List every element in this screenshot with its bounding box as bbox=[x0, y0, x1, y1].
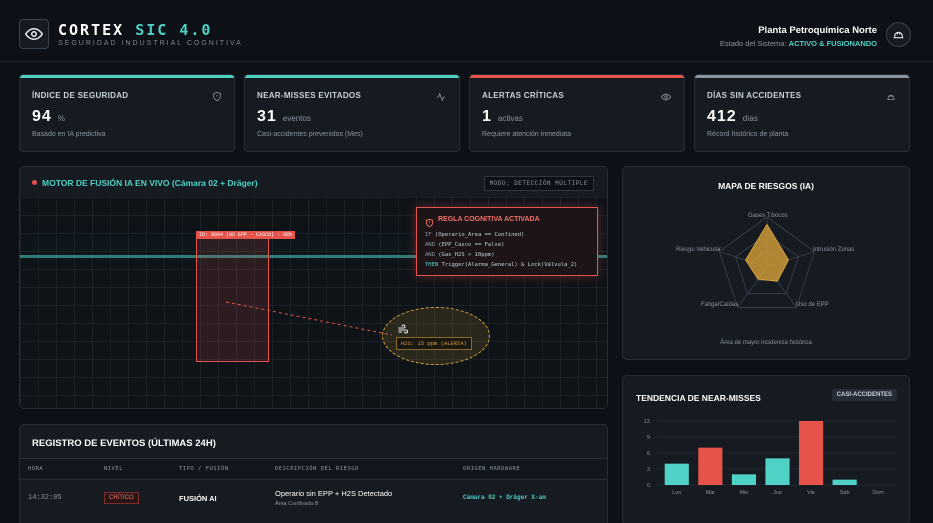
bar-mar[interactable] bbox=[698, 447, 723, 485]
live-indicator bbox=[32, 180, 37, 185]
app-header: CORTEX SIC 4.0 SEGURIDAD INDUSTRIAL COGN… bbox=[0, 0, 933, 62]
column-header: HORA bbox=[28, 466, 44, 472]
kpi-card-critical-alerts[interactable]: ALERTAS CRÍTICAS 1 activas Requiere atenc… bbox=[469, 74, 685, 152]
kpi-value: 31 eventos bbox=[257, 108, 311, 125]
kpi-subtitle: Requiere atención inmediata bbox=[482, 131, 572, 138]
scan-line bbox=[20, 255, 607, 258]
mode-badge[interactable]: MODO: DETECCIÓN MÚLTIPLE bbox=[483, 176, 594, 191]
hardhat-icon bbox=[885, 89, 897, 107]
kpi-title: DÍAS SIN ACCIDENTES bbox=[707, 91, 802, 100]
bar-vie[interactable] bbox=[798, 421, 824, 485]
detection-label: ID: 0884 (NO EPP - CASCO) - 98% bbox=[196, 231, 296, 239]
radar-grid bbox=[735, 233, 799, 295]
rule-title: REGLA COGNITIVA ACTIVADA bbox=[438, 216, 540, 223]
event-type: FUSIÓN AI bbox=[179, 494, 217, 503]
panel-title: REGISTRO DE EVENTOS (ÚLTIMAS 24H) bbox=[32, 438, 216, 449]
risk-map-panel: MAPA DE RIESGOS (IA) Gases Tóxicos Intru… bbox=[622, 166, 910, 360]
level-badge: CRÍTICO bbox=[104, 492, 139, 504]
y-tick-label: 6 bbox=[647, 451, 650, 457]
app-subtitle: SEGURIDAD INDUSTRIAL COGNITIVA bbox=[58, 40, 243, 47]
kpi-subtitle: Basado en IA predictiva bbox=[32, 131, 106, 138]
event-location: Área Confinada B bbox=[275, 501, 319, 507]
risk-radar-chart[interactable] bbox=[623, 167, 910, 360]
table-header: HORA NIVEL TIPO / FUSIÓN DESCRIPCIÓN DEL… bbox=[20, 458, 607, 480]
kpi-card-near-misses[interactable]: NEAR-MISSES EVITADOS 31 eventos Casi-acci… bbox=[244, 74, 460, 152]
radar-axis-label: Fatiga/Caídas bbox=[701, 302, 739, 308]
shield-alert-icon bbox=[425, 215, 434, 233]
wind-icon bbox=[396, 323, 410, 341]
column-header: DESCRIPCIÓN DEL RIESGO bbox=[275, 466, 359, 472]
rule-code: IF (Operario_Area == Confined) AND (EPP_… bbox=[425, 232, 578, 268]
panel-title: MOTOR DE FUSIÓN IA EN VIVO (Cámara 02 + … bbox=[42, 178, 258, 188]
camera-feed[interactable]: ID: 0884 (NO EPP - CASCO) - 98% H2S: 15 … bbox=[20, 197, 607, 408]
x-tick-label: Mar bbox=[706, 490, 716, 496]
event-description: Operario sin EPP + H2S Detectado bbox=[275, 489, 393, 498]
hardhat-icon bbox=[893, 31, 904, 39]
panel-title: MAPA DE RIESGOS (IA) bbox=[718, 181, 814, 191]
x-tick-label: Sab bbox=[840, 490, 850, 496]
worker-detection-box[interactable]: ID: 0884 (NO EPP - CASCO) - 98% bbox=[196, 231, 296, 362]
radar-footer: Área de mayor incidencia histórica bbox=[720, 340, 812, 346]
system-status: Estado del Sistema: ACTIVO & FUSIONANDO bbox=[719, 39, 877, 48]
events-log-panel: REGISTRO DE EVENTOS (ÚLTIMAS 24H) HORA N… bbox=[19, 424, 608, 523]
near-miss-bar-chart[interactable]: 0 3 6 9 12 Lun Mar Mie Jue Vie Sab Dom bbox=[623, 376, 910, 523]
y-tick-label: 3 bbox=[647, 467, 650, 473]
kpi-title: ÍNDICE DE SEGURIDAD bbox=[32, 91, 129, 100]
y-tick-label: 9 bbox=[647, 435, 650, 441]
event-origin: Cámara 02 + Dräger X-am bbox=[463, 494, 546, 501]
y-tick-label: 12 bbox=[644, 419, 650, 425]
column-header: NIVEL bbox=[104, 466, 124, 472]
radar-grid bbox=[718, 216, 816, 308]
kpi-subtitle: Casi-accidentes prevenidos (Mes) bbox=[257, 131, 363, 138]
near-miss-trend-panel: TENDENCIA DE NEAR-MISSES CASI-ACCIDENTES… bbox=[622, 375, 910, 523]
radar-axis-label: Uso de EPP bbox=[796, 302, 829, 308]
x-tick-label: Lun bbox=[672, 490, 681, 496]
plant-name: Planta Petroquímica Norte bbox=[758, 25, 877, 36]
bar-lun[interactable] bbox=[664, 463, 689, 485]
kpi-value: 412 días bbox=[707, 108, 758, 125]
x-tick-label: Vie bbox=[807, 490, 815, 496]
plant-info: Planta Petroquímica Norte Estado del Sis… bbox=[720, 25, 877, 48]
radar-axis-label: Riesgo Vehicular bbox=[676, 247, 722, 253]
kpi-subtitle: Récord histórico de planta bbox=[707, 131, 789, 138]
bar-jue[interactable] bbox=[765, 458, 790, 485]
x-tick-label: Jue bbox=[773, 490, 782, 496]
bar-mie[interactable] bbox=[731, 474, 757, 485]
kpi-card-days-no-accidents[interactable]: DÍAS SIN ACCIDENTES 412 días Récord histó… bbox=[694, 74, 910, 152]
fusion-link-line bbox=[225, 301, 393, 336]
trend-badge[interactable]: CASI-ACCIDENTES bbox=[831, 389, 897, 401]
shield-icon bbox=[212, 89, 222, 107]
gas-reading-label: H2S: 15 ppm (ALERTA) bbox=[396, 337, 473, 350]
user-profile-button[interactable] bbox=[886, 22, 911, 47]
kpi-card-safety-index[interactable]: ÍNDICE DE SEGURIDAD 94% Basado en IA pre… bbox=[19, 74, 235, 152]
x-tick-label: Mie bbox=[739, 490, 748, 496]
bar-sab[interactable] bbox=[832, 479, 857, 485]
live-fusion-panel: MOTOR DE FUSIÓN IA EN VIVO (Cámara 02 + … bbox=[19, 166, 608, 409]
radar-axis-label: Gases Tóxicos bbox=[748, 213, 788, 219]
event-time: 14:32:05 bbox=[28, 494, 62, 502]
column-header: ORIGEN HARDWARE bbox=[463, 466, 521, 472]
gas-cloud-zone[interactable] bbox=[382, 307, 490, 365]
kpi-title: ALERTAS CRÍTICAS bbox=[482, 91, 564, 100]
eye-icon bbox=[660, 89, 672, 107]
panel-title: TENDENCIA DE NEAR-MISSES bbox=[636, 393, 761, 403]
kpi-value: 94% bbox=[32, 108, 65, 125]
y-tick-label: 0 bbox=[647, 483, 650, 489]
app-title: CORTEX SIC 4.0 bbox=[58, 21, 213, 39]
x-tick-label: Dom bbox=[872, 490, 884, 496]
cognitive-rule-card[interactable]: REGLA COGNITIVA ACTIVADA IF (Operario_Ar… bbox=[416, 207, 598, 276]
kpi-title: NEAR-MISSES EVITADOS bbox=[257, 91, 362, 100]
radar-series-area[interactable] bbox=[745, 223, 789, 282]
activity-icon bbox=[435, 89, 447, 107]
eye-logo-icon bbox=[19, 19, 49, 49]
column-header: TIPO / FUSIÓN bbox=[179, 466, 229, 472]
radar-axis-label: Intrusión Zonas bbox=[813, 247, 855, 253]
kpi-value: 1 activas bbox=[482, 108, 523, 125]
